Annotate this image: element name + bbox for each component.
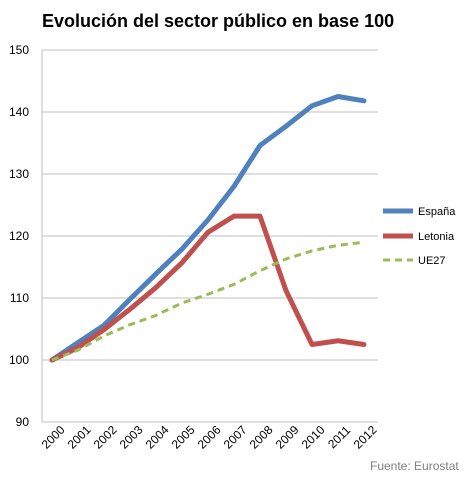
legend: España Letonia UE27 bbox=[383, 206, 456, 267]
legend-label: UE27 bbox=[418, 255, 446, 267]
legend-label: Letonia bbox=[418, 231, 455, 243]
y-tick-label: 150 bbox=[9, 43, 29, 57]
x-axis-ticks: 2000200120022003200420052006200720082009… bbox=[39, 423, 380, 452]
series-line-espa-a bbox=[49, 94, 367, 363]
y-tick-label: 130 bbox=[9, 167, 29, 181]
y-tick-label: 140 bbox=[9, 105, 29, 119]
y-tick-label: 90 bbox=[16, 415, 30, 429]
x-tick-label: 2003 bbox=[117, 423, 146, 452]
y-tick-label: 120 bbox=[9, 229, 29, 243]
series-lines bbox=[49, 94, 367, 363]
y-axis-ticks: 90 100 110 120 130 140 150 bbox=[9, 43, 29, 429]
y-tick-label: 100 bbox=[9, 353, 29, 367]
y-tick-label: 110 bbox=[10, 291, 29, 305]
x-tick-label: 2004 bbox=[143, 423, 172, 452]
x-tick-label: 2009 bbox=[273, 423, 302, 452]
x-tick-label: 2010 bbox=[299, 423, 328, 452]
x-tick-label: 2001 bbox=[65, 423, 94, 452]
series-line-ue27 bbox=[51, 240, 365, 362]
chart-title: Evolución del sector público en base 100 bbox=[42, 11, 394, 31]
x-tick-label: 2000 bbox=[39, 423, 68, 452]
legend-label: España bbox=[418, 206, 456, 218]
x-tick-label: 2012 bbox=[351, 423, 380, 452]
x-tick-label: 2011 bbox=[325, 423, 353, 451]
x-tick-label: 2008 bbox=[247, 423, 276, 452]
source-note: Fuente: Eurostat bbox=[370, 459, 459, 473]
series-line-letonia bbox=[49, 213, 367, 363]
gridlines bbox=[41, 49, 378, 423]
x-tick-label: 2005 bbox=[169, 423, 198, 452]
x-tick-label: 2002 bbox=[91, 423, 120, 452]
x-tick-label: 2006 bbox=[195, 423, 224, 452]
x-tick-label: 2007 bbox=[221, 423, 250, 452]
